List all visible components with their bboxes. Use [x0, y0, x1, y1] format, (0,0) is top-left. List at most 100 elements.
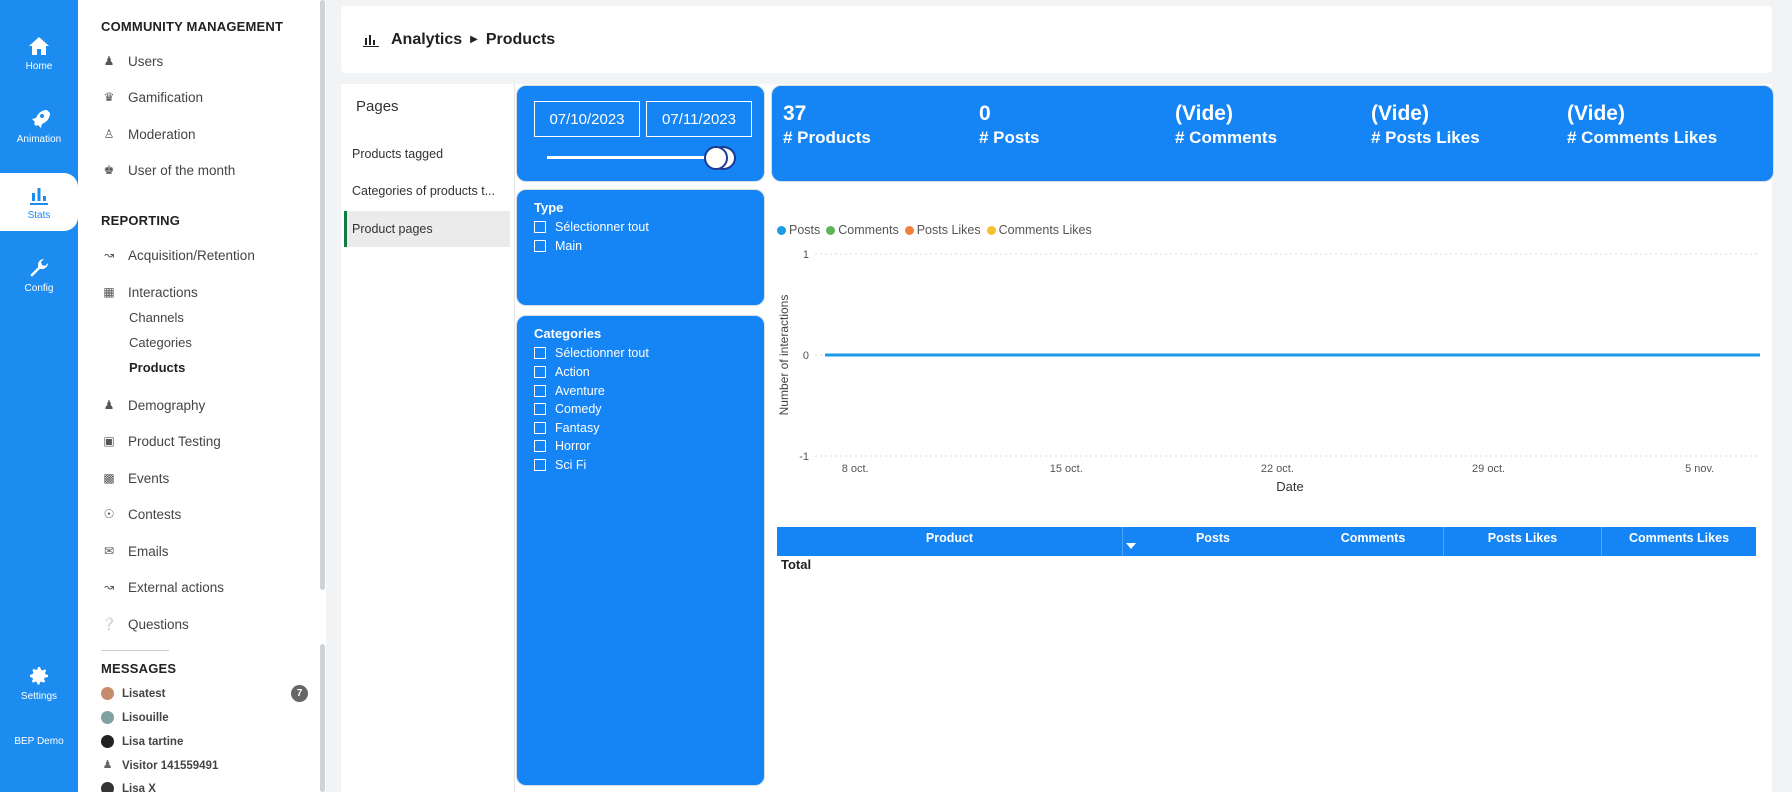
reporting-section-title: REPORTING — [101, 213, 181, 228]
checkbox[interactable] — [534, 366, 546, 378]
chart-y-tick-label: -1 — [799, 451, 809, 463]
categories-slicer-title: Categories — [534, 326, 602, 341]
legend-item-posts-likes[interactable]: Posts Likes — [904, 223, 981, 237]
medal-icon: ☉ — [103, 507, 115, 521]
chart-x-tick-label: 8 oct. — [842, 463, 869, 475]
kpi-label: # Comments Likes — [1567, 128, 1718, 147]
page-link-product-pages[interactable]: Product pages — [344, 211, 510, 247]
messages-scrollbar[interactable] — [320, 644, 325, 792]
checkbox[interactable] — [534, 422, 546, 434]
avatar — [101, 687, 114, 700]
checkbox[interactable] — [534, 459, 546, 471]
kpi-value: (Vide) — [1567, 102, 1625, 125]
subnav-categories[interactable]: Categories — [129, 335, 192, 350]
category-option-comedy[interactable]: Comedy — [534, 402, 602, 416]
chart-x-tick-label: 29 oct. — [1472, 463, 1505, 475]
column-header-posts-likes[interactable]: Posts Likes — [1487, 531, 1558, 545]
column-header-posts[interactable]: Posts — [1195, 531, 1231, 545]
checkbox[interactable] — [534, 440, 546, 452]
avatar — [101, 711, 114, 724]
message-item[interactable]: ♟ Visitor 141559491 — [101, 759, 218, 772]
rail-settings[interactable]: Settings — [0, 654, 78, 712]
user-shield-icon: ♙ — [103, 127, 115, 141]
legend-item-comments[interactable]: Comments — [826, 223, 899, 237]
rail-stats[interactable]: Stats — [0, 173, 78, 231]
app-rail — [0, 0, 78, 792]
nav-contests[interactable]: ☉ Contests — [101, 506, 182, 522]
nav-gamification-label: Gamification — [128, 89, 204, 105]
nav-product-testing[interactable]: ▣ Product Testing — [101, 433, 221, 449]
message-item[interactable]: Lisatest — [101, 687, 165, 700]
nav-external-actions[interactable]: ↝ External actions — [101, 579, 224, 595]
page-link-categories[interactable]: Categories of products t... — [352, 184, 496, 198]
workspace-label[interactable]: BEP Demo — [14, 736, 64, 747]
message-sender: Lisouille — [122, 711, 169, 724]
checkbox[interactable] — [534, 385, 546, 397]
gear-icon — [30, 667, 48, 685]
column-separator — [1122, 527, 1123, 556]
chart-y-axis-label: Number of interactions — [777, 295, 791, 416]
kpi-comments: (Vide) # Comments — [1175, 101, 1277, 149]
category-option-horror[interactable]: Horror — [534, 439, 590, 453]
date-from-input[interactable]: 07/10/2023 — [534, 101, 640, 137]
rail-animation[interactable]: Animation — [0, 97, 78, 155]
nav-demography[interactable]: ♟ Demography — [101, 397, 206, 413]
date-to-input[interactable]: 07/11/2023 — [646, 101, 752, 137]
category-option-aventure[interactable]: Aventure — [534, 384, 605, 398]
category-option-fantasy[interactable]: Fantasy — [534, 421, 599, 435]
checkbox[interactable] — [534, 240, 546, 252]
message-sender: Lisa tartine — [122, 735, 184, 748]
category-option-action[interactable]: Action — [534, 365, 590, 379]
kpi-card — [771, 85, 1774, 182]
checkbox[interactable] — [534, 347, 546, 359]
date-slider-handle-start[interactable] — [704, 146, 728, 170]
sort-desc-icon[interactable] — [1126, 543, 1136, 549]
nav-contests-label: Contests — [128, 506, 182, 522]
nav-questions[interactable]: ❔ Questions — [101, 616, 189, 632]
type-option-select-all[interactable]: Sélectionner tout — [534, 220, 649, 234]
message-item[interactable]: Lisa X — [101, 782, 156, 792]
breadcrumb-analytics[interactable]: Analytics — [391, 30, 463, 48]
nav-moderation[interactable]: ♙ Moderation — [101, 126, 196, 142]
kpi-label: # Comments — [1175, 128, 1278, 147]
column-header-comments[interactable]: Comments — [1340, 531, 1406, 545]
rail-home[interactable]: Home — [0, 24, 78, 82]
nav-acquisition[interactable]: ↝ Acquisition/Retention — [101, 247, 255, 263]
option-label: Horror — [555, 439, 591, 453]
message-item[interactable]: Lisouille — [101, 711, 169, 724]
type-option-main[interactable]: Main — [534, 239, 582, 253]
category-option-sci-fi[interactable]: Sci Fi — [534, 458, 586, 472]
subnav-products[interactable]: Products — [129, 360, 186, 375]
nav-moderation-label: Moderation — [128, 126, 196, 142]
breadcrumb-products: Products — [485, 30, 556, 48]
avatar — [101, 735, 114, 748]
page-link-products-tagged[interactable]: Products tagged — [352, 147, 444, 161]
nav-emails[interactable]: ✉ Emails — [101, 543, 169, 559]
checkbox[interactable] — [534, 221, 546, 233]
nav-gamification[interactable]: ♛ Gamification — [101, 89, 203, 105]
subnav-channels[interactable]: Channels — [129, 310, 184, 325]
nav-product-testing-label: Product Testing — [128, 433, 221, 449]
nav-demography-label: Demography — [128, 397, 206, 413]
table-total-row: Total — [781, 557, 812, 572]
sidebar-scrollbar[interactable] — [320, 0, 325, 590]
category-option-select-all[interactable]: Sélectionner tout — [534, 346, 649, 360]
legend-item-comments-likes[interactable]: Comments Likes — [986, 223, 1092, 237]
rail-config[interactable]: Config — [0, 246, 78, 304]
legend-swatch — [777, 225, 786, 235]
nav-interactions[interactable]: ▦ Interactions — [101, 284, 197, 300]
users-icon: ♟ — [103, 398, 115, 412]
date-slider-track[interactable] — [547, 156, 719, 159]
nav-events[interactable]: ▩ Events — [101, 470, 169, 486]
pages-divider — [514, 84, 515, 792]
message-item[interactable]: Lisa tartine — [101, 735, 183, 748]
checkbox[interactable] — [534, 403, 546, 415]
column-header-comments-likes[interactable]: Comments Likes — [1628, 531, 1730, 545]
bar-chart-icon — [30, 188, 48, 205]
nav-user-of-month[interactable]: ♚ User of the month — [101, 162, 236, 178]
box-icon: ▣ — [103, 434, 115, 448]
column-header-product[interactable]: Product — [925, 531, 974, 545]
nav-users[interactable]: ♟ Users — [101, 53, 164, 69]
products-table-header — [777, 527, 1756, 556]
legend-item-posts[interactable]: Posts — [777, 223, 820, 237]
